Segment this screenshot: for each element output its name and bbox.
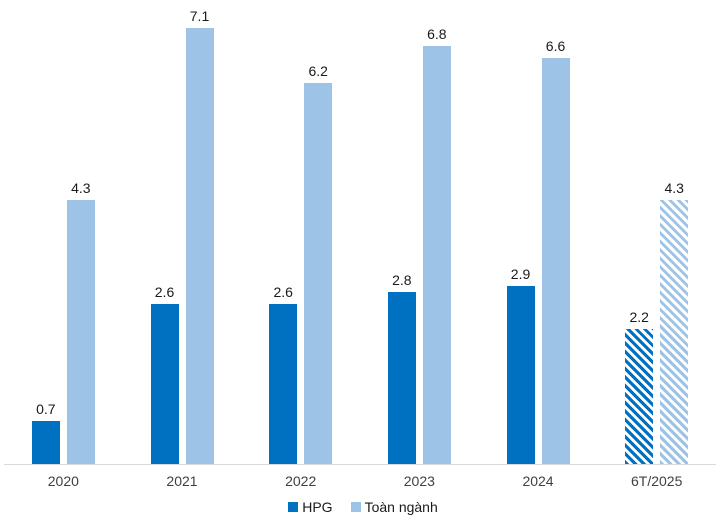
legend: HPG Toàn ngành xyxy=(0,499,726,515)
plot-area: 0.7 4.3 2.6 7.1 2.6 6.2 2.8 6.8 2.9 6.6 2.2 4.3 xyxy=(4,0,716,465)
bar-rect xyxy=(422,46,451,464)
value-label: 2.6 xyxy=(273,284,293,300)
category-group-2021: 2.6 7.1 xyxy=(123,0,242,464)
category-label-2024: 2024 xyxy=(522,473,554,489)
bar-hpg-2021: 2.6 xyxy=(150,284,179,464)
bar-hpg-2024: 2.9 xyxy=(506,266,535,464)
category-group-2020: 0.7 4.3 xyxy=(4,0,123,464)
bar-rect xyxy=(660,200,689,464)
category-label-2021: 2021 xyxy=(166,473,198,489)
bar-rect xyxy=(541,58,570,464)
value-label: 6.6 xyxy=(545,38,566,54)
bar-toan-nganh-2022: 6.2 xyxy=(304,63,333,464)
bar-toan-nganh-2020: 4.3 xyxy=(66,180,95,464)
legend-swatch-toan-nganh-icon xyxy=(350,502,361,512)
bar-rect xyxy=(506,286,535,464)
bar-rect xyxy=(269,304,298,464)
category-label-2023: 2023 xyxy=(403,473,435,489)
bar-hpg-2023: 2.8 xyxy=(387,272,416,464)
value-label: 2.9 xyxy=(510,266,531,282)
category-label-2020: 2020 xyxy=(47,473,79,489)
bar-hpg-6t-2025: 2.2 xyxy=(625,309,654,464)
bar-toan-nganh-6t-2025: 4.3 xyxy=(660,180,689,464)
bar-rect xyxy=(625,329,654,464)
bar-toan-nganh-2024: 6.6 xyxy=(541,38,570,464)
category-group-2023: 2.8 6.8 xyxy=(360,0,479,464)
legend-item-toan-nganh: Toàn ngành xyxy=(350,499,438,515)
bar-toan-nganh-2023: 6.8 xyxy=(422,26,451,464)
legend-label-hpg: HPG xyxy=(302,499,333,515)
bar-rect xyxy=(31,421,60,464)
bar-rect xyxy=(66,200,95,464)
legend-label-toan-nganh: Toàn ngành xyxy=(364,499,438,515)
bar-toan-nganh-2021: 7.1 xyxy=(185,8,214,464)
value-label: 2.2 xyxy=(629,309,649,325)
x-axis: 2020 2021 2022 2023 2024 6T/2025 xyxy=(4,472,716,490)
value-label: 4.3 xyxy=(664,180,684,196)
value-label: 2.8 xyxy=(392,272,412,288)
value-label: 6.8 xyxy=(427,26,447,42)
legend-item-hpg: HPG xyxy=(288,499,333,515)
value-label: 4.3 xyxy=(71,180,91,196)
category-label-2022: 2022 xyxy=(285,473,317,489)
bar-hpg-2022: 2.6 xyxy=(269,284,298,464)
value-label: 7.1 xyxy=(189,8,210,24)
bar-rect xyxy=(185,28,214,464)
bar-rect xyxy=(150,304,179,464)
value-label: 2.6 xyxy=(154,284,175,300)
bar-rect xyxy=(387,292,416,464)
value-label: 0.7 xyxy=(36,401,56,417)
category-label-6t-2025: 6T/2025 xyxy=(631,473,683,489)
category-group-2022: 2.6 6.2 xyxy=(241,0,360,464)
category-group-2024: 2.9 6.6 xyxy=(479,0,598,464)
category-group-6t-2025: 2.2 4.3 xyxy=(597,0,716,464)
bar-hpg-2020: 0.7 xyxy=(31,401,60,464)
bar-rect xyxy=(304,83,333,464)
value-label: 6.2 xyxy=(308,63,328,79)
legend-swatch-hpg-icon xyxy=(288,502,299,512)
